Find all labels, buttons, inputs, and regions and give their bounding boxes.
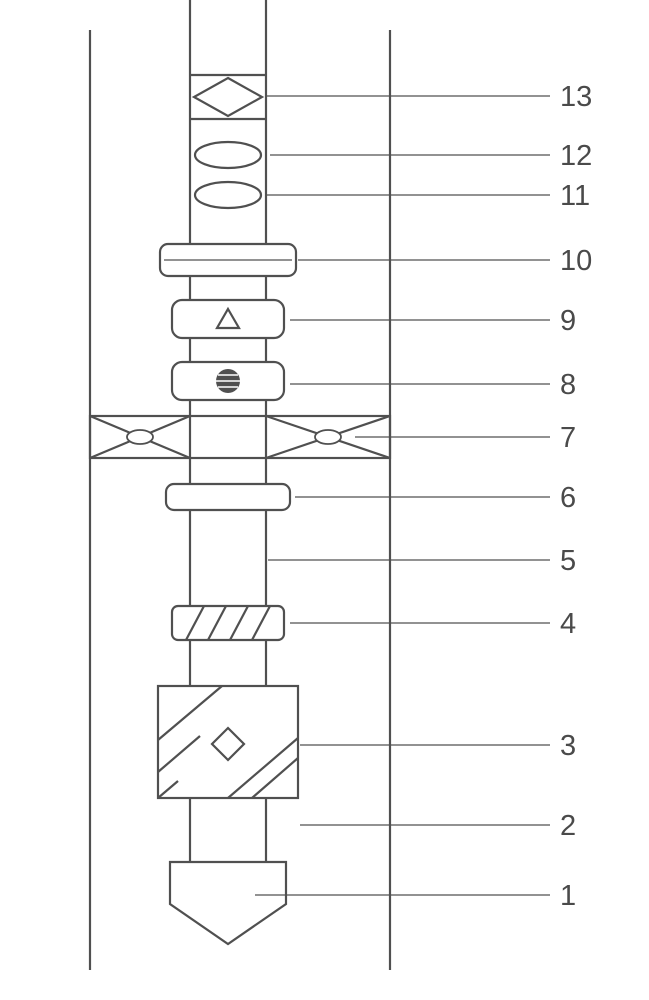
label-4: 4 xyxy=(560,608,576,640)
component-12 xyxy=(195,142,261,168)
label-9: 9 xyxy=(560,305,576,337)
label-8: 8 xyxy=(560,369,576,401)
label-12: 12 xyxy=(560,140,592,172)
label-13: 13 xyxy=(560,81,592,113)
label-2: 2 xyxy=(560,810,576,842)
label-3: 3 xyxy=(560,730,576,762)
component-10 xyxy=(160,244,296,276)
component-6 xyxy=(166,484,290,510)
component-9 xyxy=(172,300,284,338)
component-8 xyxy=(172,362,284,400)
component-3 xyxy=(158,652,298,798)
label-6: 6 xyxy=(560,482,576,514)
label-1: 1 xyxy=(560,880,576,912)
component-7 xyxy=(90,416,390,458)
label-5: 5 xyxy=(560,545,576,577)
component-1 xyxy=(170,862,286,944)
component-13 xyxy=(190,75,266,119)
labels: 13 12 11 10 9 8 7 6 5 4 3 2 1 xyxy=(255,81,592,912)
component-11 xyxy=(195,182,261,208)
wellbore-diagram: 13 12 11 10 9 8 7 6 5 4 3 2 1 xyxy=(0,0,649,1000)
label-7: 7 xyxy=(560,422,576,454)
label-11: 11 xyxy=(560,180,590,212)
component-4 xyxy=(172,606,284,640)
label-10: 10 xyxy=(560,245,592,277)
